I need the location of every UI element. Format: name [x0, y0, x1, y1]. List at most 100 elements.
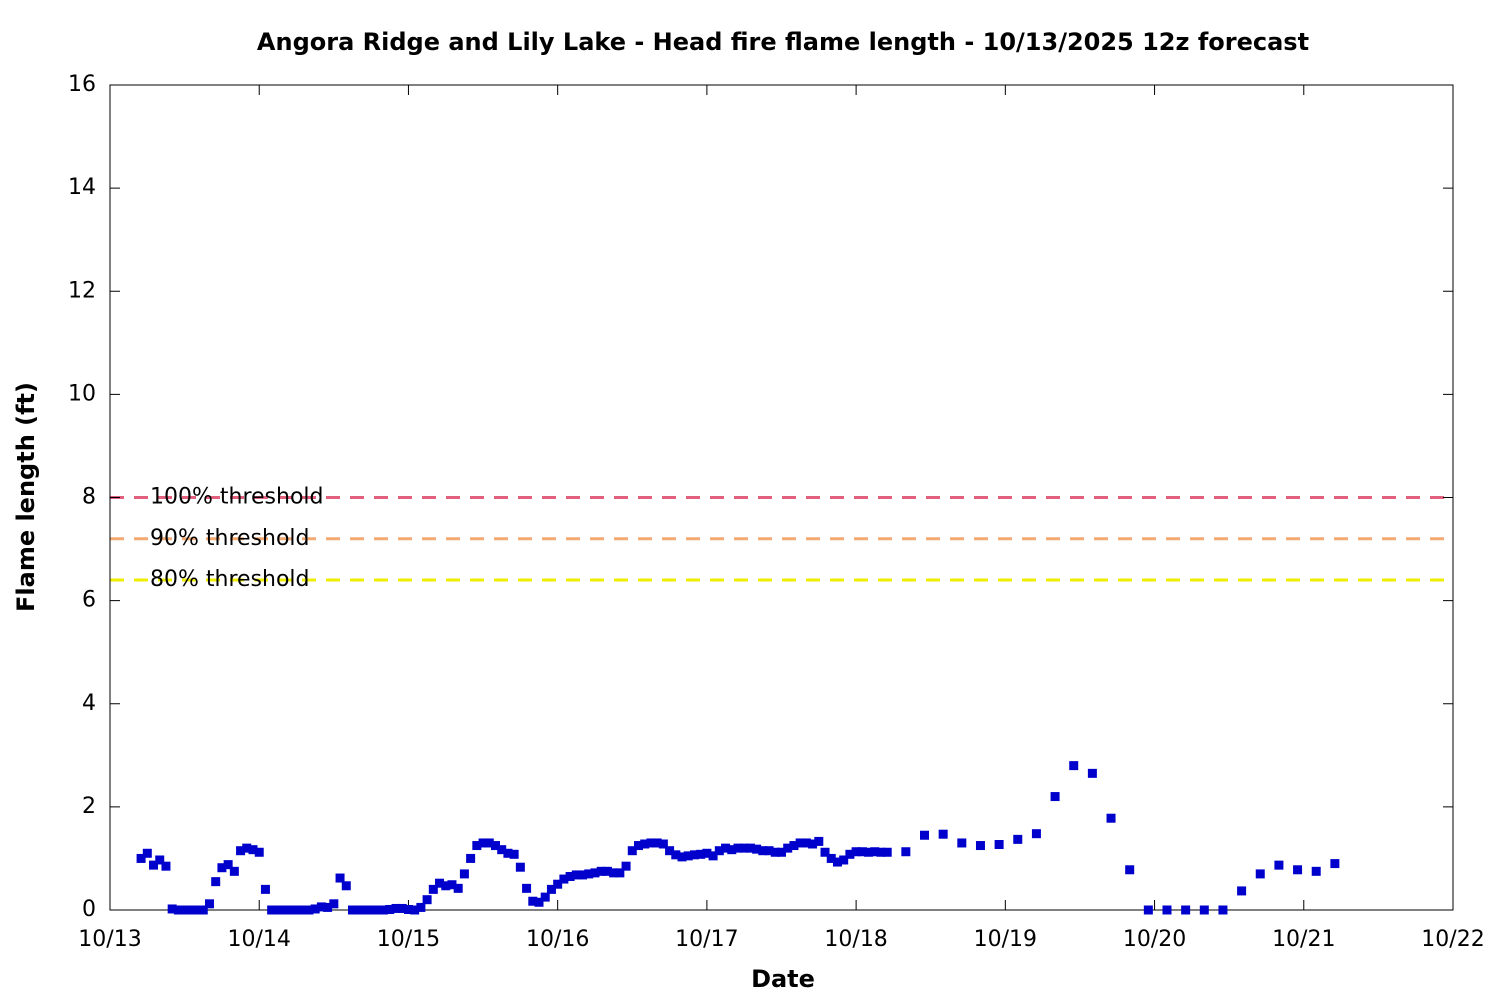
data-point — [708, 851, 718, 861]
data-point — [671, 850, 681, 860]
data-point — [459, 869, 469, 879]
data-point — [571, 870, 581, 880]
data-point — [161, 861, 171, 871]
data-point — [627, 846, 637, 856]
data-point — [223, 860, 233, 870]
data-point — [1199, 905, 1209, 915]
data-point — [683, 851, 693, 861]
data-point — [335, 873, 345, 883]
data-point — [410, 905, 420, 915]
data-point — [845, 849, 855, 859]
data-point — [994, 840, 1004, 850]
data-point — [640, 839, 650, 849]
data-point — [739, 843, 749, 853]
data-point — [273, 905, 283, 915]
y-tick-label: 4 — [82, 691, 96, 716]
data-point — [553, 879, 563, 889]
data-point — [615, 868, 625, 878]
data-point — [801, 838, 811, 848]
data-point — [777, 847, 786, 857]
data-point — [279, 905, 289, 915]
data-point — [920, 830, 930, 840]
data-point — [466, 853, 476, 863]
data-point — [876, 847, 886, 857]
data-point — [901, 847, 911, 857]
data-point — [528, 896, 538, 906]
data-point — [590, 868, 600, 878]
data-point — [1125, 865, 1135, 875]
data-point — [808, 839, 818, 849]
y-tick-label: 2 — [82, 794, 96, 819]
data-point — [1293, 865, 1303, 875]
data-point — [1181, 905, 1191, 915]
data-point — [416, 902, 426, 912]
data-point — [211, 877, 221, 887]
data-point — [665, 846, 675, 856]
data-point — [851, 847, 861, 857]
data-point — [633, 841, 643, 851]
data-point — [435, 878, 445, 888]
data-point — [714, 846, 724, 856]
data-point — [721, 843, 731, 853]
data-point — [379, 905, 389, 915]
x-tick-label: 10/17 — [675, 927, 738, 952]
data-point — [1106, 813, 1116, 823]
data-point — [795, 838, 805, 848]
x-tick-label: 10/18 — [824, 927, 887, 952]
data-point — [329, 899, 339, 909]
data-point — [180, 905, 190, 915]
data-point — [770, 847, 780, 857]
data-point — [1069, 761, 1079, 771]
data-point — [298, 905, 308, 915]
x-tick-label: 10/19 — [974, 927, 1037, 952]
data-point — [136, 853, 146, 863]
data-point — [403, 904, 413, 914]
data-point — [1162, 905, 1172, 915]
data-point — [1218, 905, 1228, 915]
data-point — [745, 843, 755, 853]
data-point — [546, 884, 556, 894]
data-point — [285, 905, 295, 915]
y-axis-label: Flame length (ft) — [12, 382, 40, 612]
plot-border — [109, 84, 1454, 911]
data-point — [260, 884, 270, 894]
y-tick-label: 8 — [82, 485, 96, 510]
data-point — [565, 871, 575, 881]
y-tick-label: 10 — [68, 381, 96, 406]
data-point — [646, 838, 656, 848]
data-point — [366, 905, 376, 915]
data-point — [503, 848, 513, 858]
data-point — [198, 905, 208, 915]
data-point — [236, 846, 246, 856]
data-point — [354, 905, 364, 915]
data-point — [814, 836, 824, 846]
data-point — [360, 905, 370, 915]
data-point — [1255, 869, 1265, 879]
data-point — [957, 838, 967, 848]
data-point — [217, 863, 227, 873]
data-point — [267, 905, 277, 915]
data-point — [310, 904, 320, 914]
data-point — [733, 843, 743, 853]
data-point — [484, 838, 494, 848]
threshold-label: 100% threshold — [150, 485, 324, 510]
data-point — [304, 905, 314, 915]
data-point — [453, 883, 463, 893]
data-point — [155, 855, 165, 865]
data-point — [347, 905, 357, 915]
data-point — [783, 843, 793, 853]
data-point — [789, 841, 799, 851]
data-point — [1330, 859, 1340, 869]
x-tick-label: 10/13 — [78, 927, 141, 952]
data-point — [1087, 768, 1097, 778]
x-tick-label: 10/22 — [1421, 927, 1484, 952]
x-axis-label: Date — [751, 965, 815, 993]
data-point — [975, 841, 985, 851]
data-point — [696, 849, 706, 859]
chart-title: Angora Ridge and Lily Lake - Head fire f… — [257, 28, 1309, 56]
x-tick-label: 10/21 — [1272, 927, 1335, 952]
data-point — [559, 874, 569, 884]
data-point — [820, 847, 830, 857]
data-point — [515, 862, 525, 872]
x-tick-label: 10/14 — [228, 927, 291, 952]
